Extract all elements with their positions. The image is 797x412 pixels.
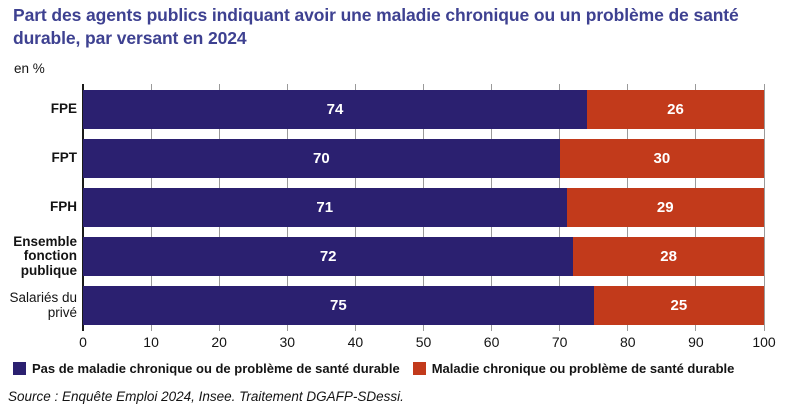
category-label: Ensemble fonction publique <box>13 234 77 278</box>
category-labels: FPE FPT FPH Ensemble fonction publique Salar… <box>0 90 77 335</box>
value-label: 25 <box>670 297 688 314</box>
x-tick-label: 70 <box>551 334 568 350</box>
x-tick-label: 10 <box>143 334 159 350</box>
category-label: FPT <box>51 150 78 166</box>
legend-label: Maladie chronique ou problème de santé d… <box>431 361 735 376</box>
bar-segment: 72 <box>83 237 574 276</box>
category-label: FPE <box>50 101 77 117</box>
value-label: 74 <box>326 101 344 118</box>
value-label: 70 <box>313 150 330 167</box>
x-tick-label: 100 <box>752 334 776 350</box>
source-note: Source : Enquête Emploi 2024, Insee. Tra… <box>8 389 404 404</box>
value-label: 29 <box>656 199 674 216</box>
value-label: 72 <box>319 248 337 265</box>
x-tick-label: 0 <box>79 334 87 350</box>
legend: Pas de maladie chronique ou de problème … <box>13 361 734 376</box>
value-label: 30 <box>653 150 671 167</box>
bar-segment: 70 <box>83 139 560 178</box>
unit-label: en % <box>14 61 45 76</box>
legend-item: Maladie chronique ou problème de santé d… <box>412 361 735 376</box>
value-label: 26 <box>667 101 684 118</box>
value-label: 71 <box>316 199 334 216</box>
legend-swatch <box>13 362 26 375</box>
bar-segment: 28 <box>573 237 764 276</box>
x-tick-label: 30 <box>279 334 296 350</box>
x-tick-label: 40 <box>347 334 364 350</box>
category-label: FPH <box>50 199 77 215</box>
legend-item: Pas de maladie chronique ou de problème … <box>13 361 400 376</box>
gridline <box>763 84 765 331</box>
x-axis-ticks: 0 10 20 30 40 50 60 70 80 90 100 <box>79 334 776 352</box>
value-label: 75 <box>330 297 347 314</box>
x-tick-label: 80 <box>620 334 636 350</box>
x-tick-label: 50 <box>415 334 432 350</box>
bar-segment: 75 <box>83 286 594 325</box>
bar-row: 75 25 <box>83 286 764 325</box>
bar-row: 71 29 <box>83 188 764 227</box>
bar-segment: 25 <box>593 286 764 325</box>
bar-segment: 71 <box>83 188 567 227</box>
value-label: 28 <box>660 248 677 265</box>
chart-title: Part des agents publics indiquant avoir … <box>13 5 739 48</box>
legend-swatch <box>412 362 426 375</box>
bar-segment: 29 <box>566 188 764 227</box>
bar-segment: 26 <box>586 90 764 129</box>
bars-layer: 74 26 70 30 71 29 72 28 75 25 <box>83 90 764 335</box>
x-tick-label: 90 <box>688 334 704 350</box>
category-label: Salariés du privé <box>9 290 77 320</box>
x-tick-label: 20 <box>211 334 227 350</box>
bar-row: 70 30 <box>83 139 764 178</box>
bar-row: 74 26 <box>83 90 764 129</box>
bar-row: 72 28 <box>83 237 764 276</box>
legend-label: Pas de maladie chronique ou de problème … <box>32 361 400 376</box>
bar-segment: 74 <box>83 90 587 129</box>
bar-segment: 30 <box>559 139 764 178</box>
x-tick-label: 60 <box>483 334 500 350</box>
